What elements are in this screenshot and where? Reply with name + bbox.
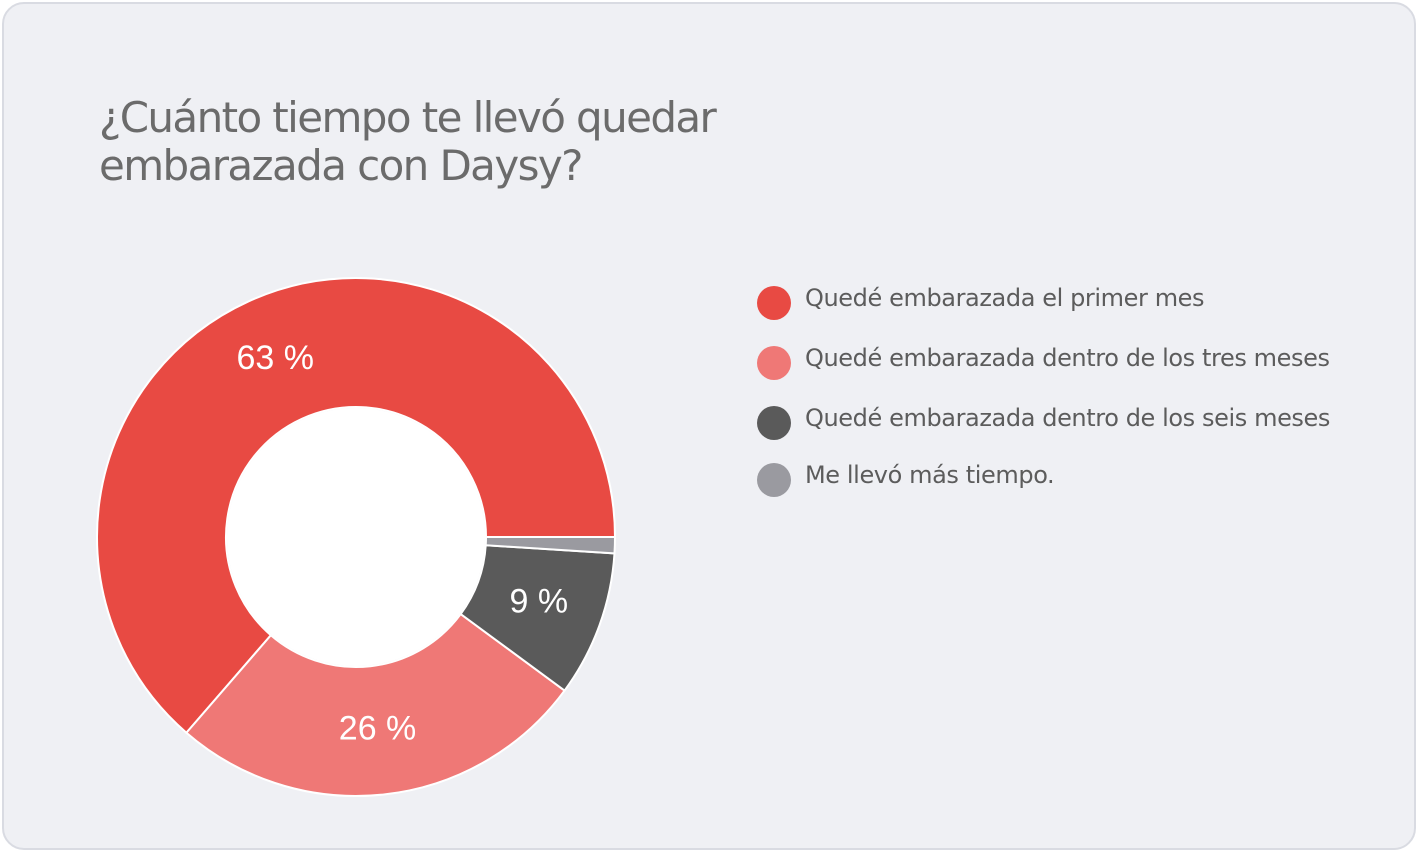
legend-swatch [757,463,791,497]
legend-item: Quedé embarazada el primer mes [757,284,1205,320]
legend-item: Me llevó más tiempo. [757,461,1055,497]
slice-label-seis-meses: 9 % [509,583,568,621]
legend-label: Quedé embarazada dentro de los tres mese… [805,344,1330,372]
legend-swatch [757,346,791,380]
donut-hole [227,408,485,666]
legend-label: Me llevó más tiempo. [805,461,1055,489]
slice-label-tres-meses: 26 % [339,709,417,747]
legend-label: Quedé embarazada dentro de los seis mese… [805,404,1331,432]
legend-swatch [757,406,791,440]
chart-title: ¿Cuánto tiempo te llevó quedar embarazad… [99,93,717,190]
legend-label: Quedé embarazada el primer mes [805,284,1205,312]
donut-slice-tres-meses [184,612,566,797]
legend-swatch [757,286,791,320]
donut-slice-mas-tiempo [484,536,617,555]
legend-item: Quedé embarazada dentro de los seis mese… [757,404,1330,440]
donut-chart: 63 % 26 % 9 % [96,277,617,797]
legend-item: Quedé embarazada dentro de los tres mese… [757,344,1330,380]
donut-slice-primer-mes [96,277,617,735]
slice-label-primer-mes: 63 % [236,339,314,377]
